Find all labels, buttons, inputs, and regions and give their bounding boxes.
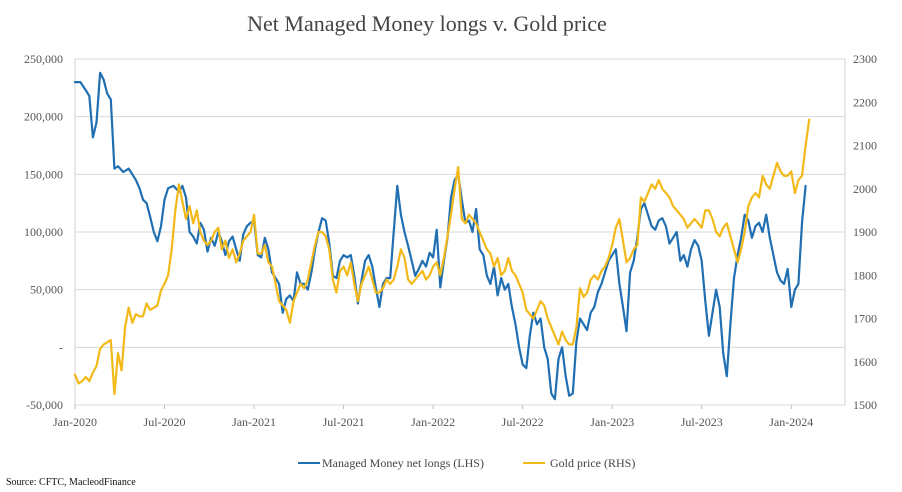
x-tick-label: Jan-2023 xyxy=(590,415,634,429)
series-lines xyxy=(73,71,811,401)
right-tick-label: 1600 xyxy=(853,355,877,369)
left-tick-label: 200,000 xyxy=(24,110,63,124)
right-tick-label: 1700 xyxy=(853,312,877,326)
x-tick-label: Jul-2020 xyxy=(144,415,186,429)
x-tick-label: Jan-2024 xyxy=(769,415,813,429)
x-tick-label: Jul-2023 xyxy=(681,415,723,429)
right-tick-label: 2300 xyxy=(853,52,877,66)
x-axis-ticks: Jan-2020 Jul-2020 Jan-2021 Jul-2021 Jan-2022… xyxy=(53,405,813,429)
left-tick-label: 150,000 xyxy=(24,167,63,181)
series-line-managed-money xyxy=(73,71,807,401)
legend-label-gold-price: Gold price (RHS) xyxy=(550,456,635,470)
right-tick-label: 2000 xyxy=(853,182,877,196)
right-tick-label: 1500 xyxy=(853,398,877,412)
left-tick-label: 100,000 xyxy=(24,225,63,239)
left-tick-label: -50,000 xyxy=(26,398,63,412)
chart-title: Net Managed Money longs v. Gold price xyxy=(247,11,607,36)
x-tick-label: Jul-2021 xyxy=(323,415,365,429)
left-tick-label: 50,000 xyxy=(30,283,63,297)
right-tick-label: 2200 xyxy=(853,95,877,109)
right-axis-ticks: 1500 1600 1700 1800 1900 2000 2100 2200 2300 xyxy=(853,52,877,412)
source-note: Source: CFTC, MacleodFinance xyxy=(6,477,136,488)
left-axis-ticks: -50,000-50,000100,000150,000200,000250,0… xyxy=(24,52,63,412)
x-tick-label: Jul-2022 xyxy=(502,415,544,429)
left-tick-label: 250,000 xyxy=(24,52,63,66)
right-tick-label: 1900 xyxy=(853,225,877,239)
legend: Managed Money net longs (LHS) Gold price… xyxy=(298,456,635,470)
right-tick-label: 2100 xyxy=(853,139,877,153)
x-tick-label: Jan-2020 xyxy=(53,415,97,429)
legend-label-managed-money: Managed Money net longs (LHS) xyxy=(322,456,484,470)
x-tick-label: Jan-2021 xyxy=(232,415,276,429)
x-tick-label: Jan-2022 xyxy=(411,415,455,429)
right-tick-label: 1800 xyxy=(853,268,877,282)
series-line-gold-price xyxy=(73,118,811,396)
left-tick-label: - xyxy=(59,340,63,354)
